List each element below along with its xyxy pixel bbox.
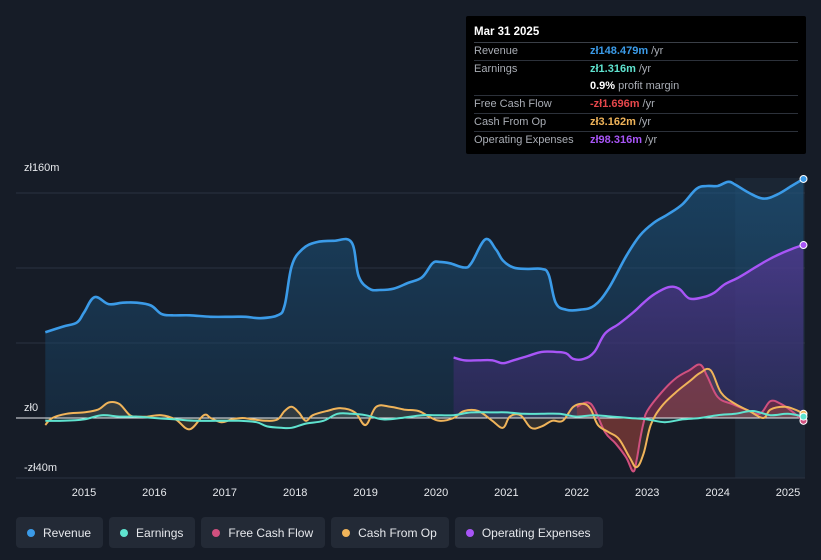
tooltip-value-revenue: zł148.479m: [590, 45, 649, 57]
tooltip-panel: Mar 31 2025 Revenue zł148.479m /yr Earni…: [466, 16, 806, 154]
series-endpoints: [799, 174, 808, 425]
legend-label-earnings: Earnings: [136, 525, 184, 540]
tooltip-unit-earnings: /yr: [638, 63, 652, 75]
series-lines: [44, 177, 805, 473]
tooltip-value-profit-margin: 0.9%: [590, 80, 616, 92]
legend-item-earnings[interactable]: Earnings: [109, 517, 196, 548]
cash-from-op-line: [44, 367, 804, 469]
operating-expenses-endpoint: [799, 241, 808, 250]
legend-item-operating-expenses[interactable]: Operating Expenses: [454, 517, 603, 548]
legend: Revenue Earnings Free Cash Flow Cash Fro…: [16, 517, 603, 548]
tooltip-value-earnings: zł1.316m: [590, 63, 636, 75]
tooltip-row-cash-from-op: Cash From Op zł3.162m /yr: [474, 113, 798, 130]
x-tick-label-2018: 2018: [283, 487, 307, 499]
tooltip-unit-operating-expenses: /yr: [644, 134, 658, 146]
legend-item-free-cash-flow[interactable]: Free Cash Flow: [201, 517, 326, 548]
earnings-endpoint: [799, 412, 808, 421]
legend-item-revenue[interactable]: Revenue: [16, 517, 104, 548]
revenue-endpoint: [799, 174, 808, 183]
x-tick-label-2025: 2025: [776, 487, 800, 499]
x-tick-label-2021: 2021: [494, 487, 518, 499]
earnings-dot-icon: [120, 528, 129, 537]
earnings-line: [45, 409, 804, 430]
tooltip-label-operating-expenses: Operating Expenses: [474, 134, 574, 146]
x-tick-label-2019: 2019: [353, 487, 377, 499]
tooltip-unit-revenue: /yr: [651, 45, 664, 57]
x-axis-ticks: 2015 2016 2017 2018 2019 2020 2021 2022 2023 2024…: [72, 487, 800, 499]
legend-label-cash-from-op: Cash From Op: [358, 525, 437, 540]
y-tick-label-bottom: -zł40m: [24, 462, 57, 474]
x-tick-label-2024: 2024: [705, 487, 729, 499]
tooltip-label-free-cash-flow: Free Cash Flow: [474, 98, 552, 110]
x-tick-label-2022: 2022: [565, 487, 589, 499]
tooltip-unit-free-cash-flow: /yr: [642, 98, 655, 110]
x-tick-label-2015: 2015: [72, 487, 96, 499]
tooltip-row-free-cash-flow: Free Cash Flow -zł1.696m /yr: [474, 95, 798, 112]
tooltip-row-revenue: Revenue zł148.479m /yr: [474, 42, 798, 59]
cash-from-op-dot-icon: [342, 528, 351, 537]
x-tick-label-2020: 2020: [424, 487, 448, 499]
legend-item-cash-from-op[interactable]: Cash From Op: [331, 517, 449, 548]
tooltip-row-profit-margin: 0.9% profit margin: [474, 78, 798, 94]
tooltip-row-operating-expenses: Operating Expenses zł98.316m /yr: [474, 131, 798, 148]
tooltip-label-earnings: Earnings: [474, 63, 518, 75]
x-tick-label-2017: 2017: [213, 487, 237, 499]
tooltip-value-operating-expenses: zł98.316m: [590, 134, 642, 146]
operating-expenses-area: [453, 245, 804, 418]
x-tick-label-2023: 2023: [635, 487, 659, 499]
y-tick-label-zero: zł0: [24, 402, 38, 414]
legend-label-free-cash-flow: Free Cash Flow: [228, 525, 314, 540]
tooltip-unit-profit-margin: profit margin: [618, 80, 680, 92]
y-tick-label-top: zł160m: [24, 162, 59, 174]
free-cash-flow-line: [576, 363, 805, 473]
tooltip-label-revenue: Revenue: [474, 45, 519, 57]
tooltip-unit-cash-from-op: /yr: [638, 116, 652, 128]
tooltip-label-cash-from-op: Cash From Op: [474, 116, 547, 128]
legend-label-operating-expenses: Operating Expenses: [481, 525, 591, 540]
free-cash-flow-dot-icon: [212, 528, 221, 537]
revenue-dot-icon: [27, 528, 35, 537]
tooltip-date: Mar 31 2025: [474, 26, 540, 38]
tooltip-value-free-cash-flow: -zł1.696m: [590, 98, 640, 110]
x-tick-label-2016: 2016: [142, 487, 166, 499]
operating-expenses-dot-icon: [465, 528, 474, 537]
legend-label-revenue: Revenue: [43, 525, 92, 540]
revenue-line: [44, 177, 805, 334]
operating-expenses-line: [453, 243, 804, 365]
tooltip-value-cash-from-op: zł3.162m: [590, 116, 636, 128]
tooltip-row-earnings: Earnings zł1.316m /yr: [474, 60, 798, 77]
